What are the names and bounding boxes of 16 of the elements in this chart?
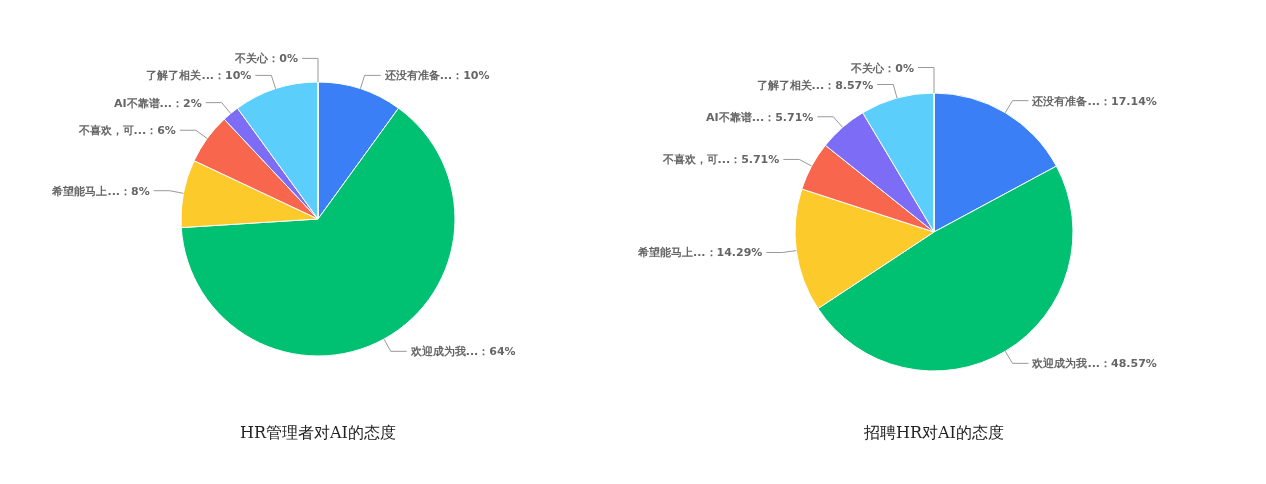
slice-label: 不喜欢，可...：6% — [77, 124, 176, 138]
category-label: 不关心：0% — [235, 52, 298, 66]
slice-label: 还没有准备...：17.14% — [1031, 94, 1157, 108]
slice-label: 欢迎成为我...：48.57% — [1031, 357, 1157, 371]
slice-label: 希望能马上...：14.29% — [637, 246, 763, 260]
slice-label: 不喜欢，可...：5.71% — [661, 153, 780, 167]
slice-label: 了解了相关...：8.57% — [756, 78, 874, 92]
slice-label: 还没有准备...：10% — [383, 69, 490, 83]
slice-label: AI不靠谱...：5.71% — [706, 110, 814, 124]
text: HR管理者对AI的态度 — [240, 423, 396, 442]
category-label: 不关心：0% — [851, 61, 914, 75]
slice-label: 欢迎成为我...：64% — [409, 345, 516, 359]
slice-label: 希望能马上...：8% — [51, 184, 150, 198]
text: 招聘HR对AI的态度 — [863, 423, 1004, 442]
slice-label: 了解了相关...：10% — [146, 69, 252, 83]
slice-label: AI不靠谱...：2% — [113, 96, 202, 110]
